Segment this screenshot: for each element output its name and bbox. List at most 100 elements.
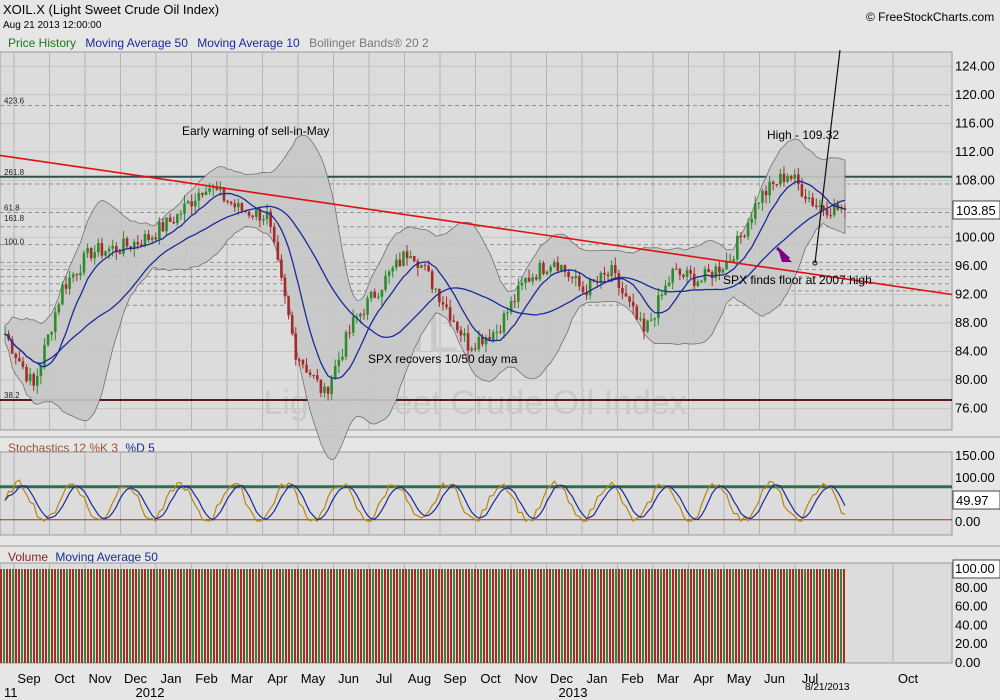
price-tick: 100.00 — [955, 229, 995, 244]
volume-bar — [15, 569, 17, 663]
volume-bar — [699, 569, 701, 663]
candle-body — [588, 279, 592, 296]
volume-bar — [660, 569, 662, 663]
volume-bar — [651, 569, 653, 663]
current-stoch-label: 49.97 — [956, 493, 989, 508]
legend-ma10[interactable]: Moving Average 10 — [197, 36, 300, 50]
volume-bar — [231, 569, 233, 663]
volume-bar — [69, 569, 71, 663]
volume-bar — [174, 569, 176, 663]
volume-bar — [510, 569, 512, 663]
volume-bar — [45, 569, 47, 663]
volume-bar — [33, 569, 35, 663]
volume-bar — [117, 569, 119, 663]
volume-bar — [501, 569, 503, 663]
volume-bar — [237, 569, 239, 663]
volume-bar — [684, 569, 686, 663]
price-tick: 120.00 — [955, 87, 995, 102]
month-label-Feb: Feb — [621, 671, 643, 686]
price-tick: 76.00 — [955, 401, 988, 416]
candle-body — [61, 284, 64, 305]
copyright-link[interactable]: © FreeStockCharts.com — [866, 10, 995, 24]
volume-bar — [783, 569, 785, 663]
legend-ma50[interactable]: Moving Average 50 — [85, 36, 188, 50]
candle-body — [140, 244, 143, 247]
volume-bar — [303, 569, 305, 663]
candle-body — [739, 235, 743, 237]
candle-body — [53, 312, 57, 333]
legend-volume-ma50[interactable]: Moving Average 50 — [55, 550, 158, 564]
fib-label: 61.8 — [4, 203, 20, 212]
candle-body — [132, 241, 136, 249]
volume-bar — [573, 569, 575, 663]
volume-bar — [609, 569, 611, 663]
volume-bar — [606, 569, 608, 663]
volume-bar — [531, 569, 533, 663]
volume-bar — [84, 569, 86, 663]
candle-body — [797, 174, 800, 185]
volume-bar — [144, 569, 146, 663]
candle-body — [606, 274, 610, 277]
volume-bar — [354, 569, 356, 663]
candle-body — [416, 261, 420, 268]
volume-bar — [156, 569, 158, 663]
volume-bar — [18, 569, 20, 663]
candle-body — [545, 271, 549, 274]
candle-body — [466, 333, 470, 351]
volume-bar — [267, 569, 269, 663]
candle-body — [477, 336, 481, 350]
candle-body — [97, 243, 100, 253]
volume-bar — [78, 569, 80, 663]
volume-bar — [492, 569, 494, 663]
volume-bar — [546, 569, 548, 663]
volume-bar — [0, 569, 2, 663]
candle-body — [50, 332, 53, 335]
candle-body — [757, 202, 761, 204]
price-tick: 88.00 — [955, 315, 988, 330]
volume-bar — [780, 569, 782, 663]
volume-bar — [168, 569, 170, 663]
candle-body — [71, 274, 75, 278]
volume-bar — [597, 569, 599, 663]
candle-body — [190, 201, 193, 207]
candle-body — [456, 321, 459, 331]
volume-bar — [528, 569, 530, 663]
candle-body — [603, 272, 606, 275]
candle-body — [75, 274, 79, 276]
volume-bar — [486, 569, 488, 663]
volume-bar — [339, 569, 341, 663]
volume-bar — [120, 569, 122, 663]
volume-bar — [774, 569, 776, 663]
volume-bar — [192, 569, 194, 663]
volume-bar — [828, 569, 830, 663]
candle-body — [204, 191, 208, 195]
volume-bar — [336, 569, 338, 663]
volume-bar — [249, 569, 251, 663]
volume-bar — [213, 569, 215, 663]
annotation-spx-floor: SPX finds floor at 2007 high — [723, 273, 872, 287]
legend-bollinger[interactable]: Bollinger Bands® 20 2 — [309, 36, 429, 50]
candle-body — [193, 200, 197, 207]
candle-body — [154, 237, 158, 240]
candle-body — [678, 269, 682, 275]
volume-bar — [201, 569, 203, 663]
price-tick: 96.00 — [955, 258, 988, 273]
candle-body — [714, 266, 718, 279]
volume-bar — [438, 569, 440, 663]
volume-bar — [318, 569, 320, 663]
candle-body — [578, 275, 581, 287]
candle-body — [82, 253, 86, 273]
volume-bar — [789, 569, 791, 663]
candle-body — [660, 294, 664, 296]
legend-price-history[interactable]: Price History — [8, 36, 77, 50]
volume-bar — [555, 569, 557, 663]
volume-bar — [519, 569, 521, 663]
volume-bar — [279, 569, 281, 663]
month-label-Apr: Apr — [693, 671, 714, 686]
volume-bar — [441, 569, 443, 663]
candle-body — [825, 209, 829, 216]
legend-volume[interactable]: Volume — [8, 550, 49, 564]
month-label-Mar: Mar — [231, 671, 254, 686]
candle-body — [208, 188, 211, 192]
